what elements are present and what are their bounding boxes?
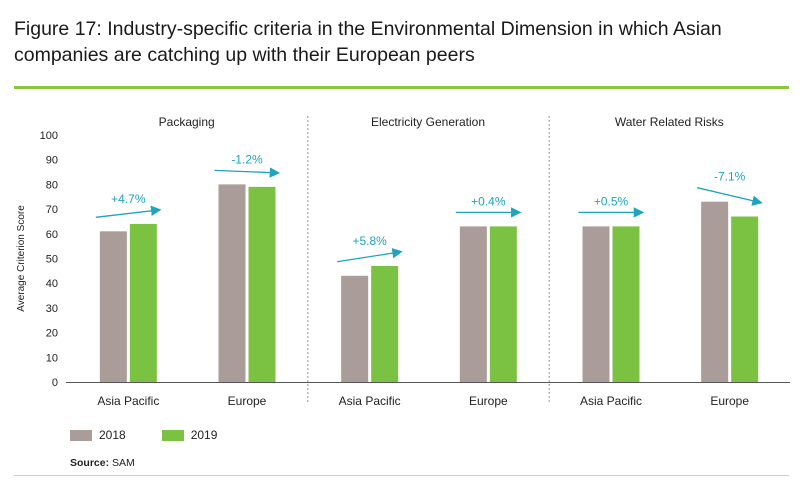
y-tick-label: 100 [40,130,58,142]
legend-swatch-2019 [161,429,184,441]
legend-label-2019: 2019 [190,428,218,442]
legend-item-2018: 2018 [70,428,126,442]
y-tick-label: 0 [52,377,58,389]
change-arrow [337,247,403,263]
change-arrow [214,167,281,178]
category-label: Europe [710,394,749,408]
y-tick-label: 40 [46,278,58,290]
y-tick-label: 80 [46,179,58,191]
legend: 2018 2019 [70,428,247,442]
bar-2018 [459,226,487,382]
source-value: SAM [112,457,135,469]
y-axis-label: Average Criterion Score [16,205,27,312]
legend-swatch-2018 [70,429,92,441]
bar-2019 [612,226,640,382]
legend-item-2019: 2019 [161,428,218,442]
category-label: Asia Pacific [580,394,642,408]
source-label: Source: [70,457,110,469]
figure-title: Figure 17: Industry-specific criteria in… [14,18,722,66]
legend-label-2018: 2018 [99,428,126,442]
bar-2019 [489,226,517,382]
category-label: Asia Pacific [97,394,159,408]
bar-2018 [701,201,729,382]
change-label: +0.5% [594,194,629,208]
source-note: Source: SAM [70,457,135,469]
bar-2018 [218,184,246,382]
panel-title: Water Related Risks [615,115,724,129]
bar-2018 [341,275,369,382]
category-label: Europe [469,394,508,408]
y-tick-label: 20 [46,328,58,340]
panel-title: Packaging [159,115,215,129]
change-label: +4.7% [111,192,146,206]
bar-2018 [99,231,127,382]
bar-2018 [582,226,610,382]
bar-2019 [129,223,157,382]
bar-2019 [731,216,759,382]
change-label: -1.2% [231,152,263,166]
y-tick-label: 60 [46,229,58,241]
bar-2019 [248,186,276,382]
change-arrow [697,187,763,206]
panel-title: Electricity Generation [371,115,485,129]
bottom-rule [14,475,789,476]
change-label: +5.8% [352,234,387,248]
y-tick-label: 10 [46,352,58,364]
change-label: -7.1% [714,170,746,184]
y-tick-label: 30 [46,303,58,315]
y-tick-label: 50 [46,254,58,266]
title-rule [14,86,789,89]
category-label: Europe [228,394,267,408]
change-label: +0.4% [471,194,506,208]
y-tick-label: 70 [46,204,58,216]
y-tick-label: 90 [46,155,58,167]
category-label: Asia Pacific [339,394,401,408]
bar-2019 [371,265,399,382]
change-arrow [95,205,162,218]
